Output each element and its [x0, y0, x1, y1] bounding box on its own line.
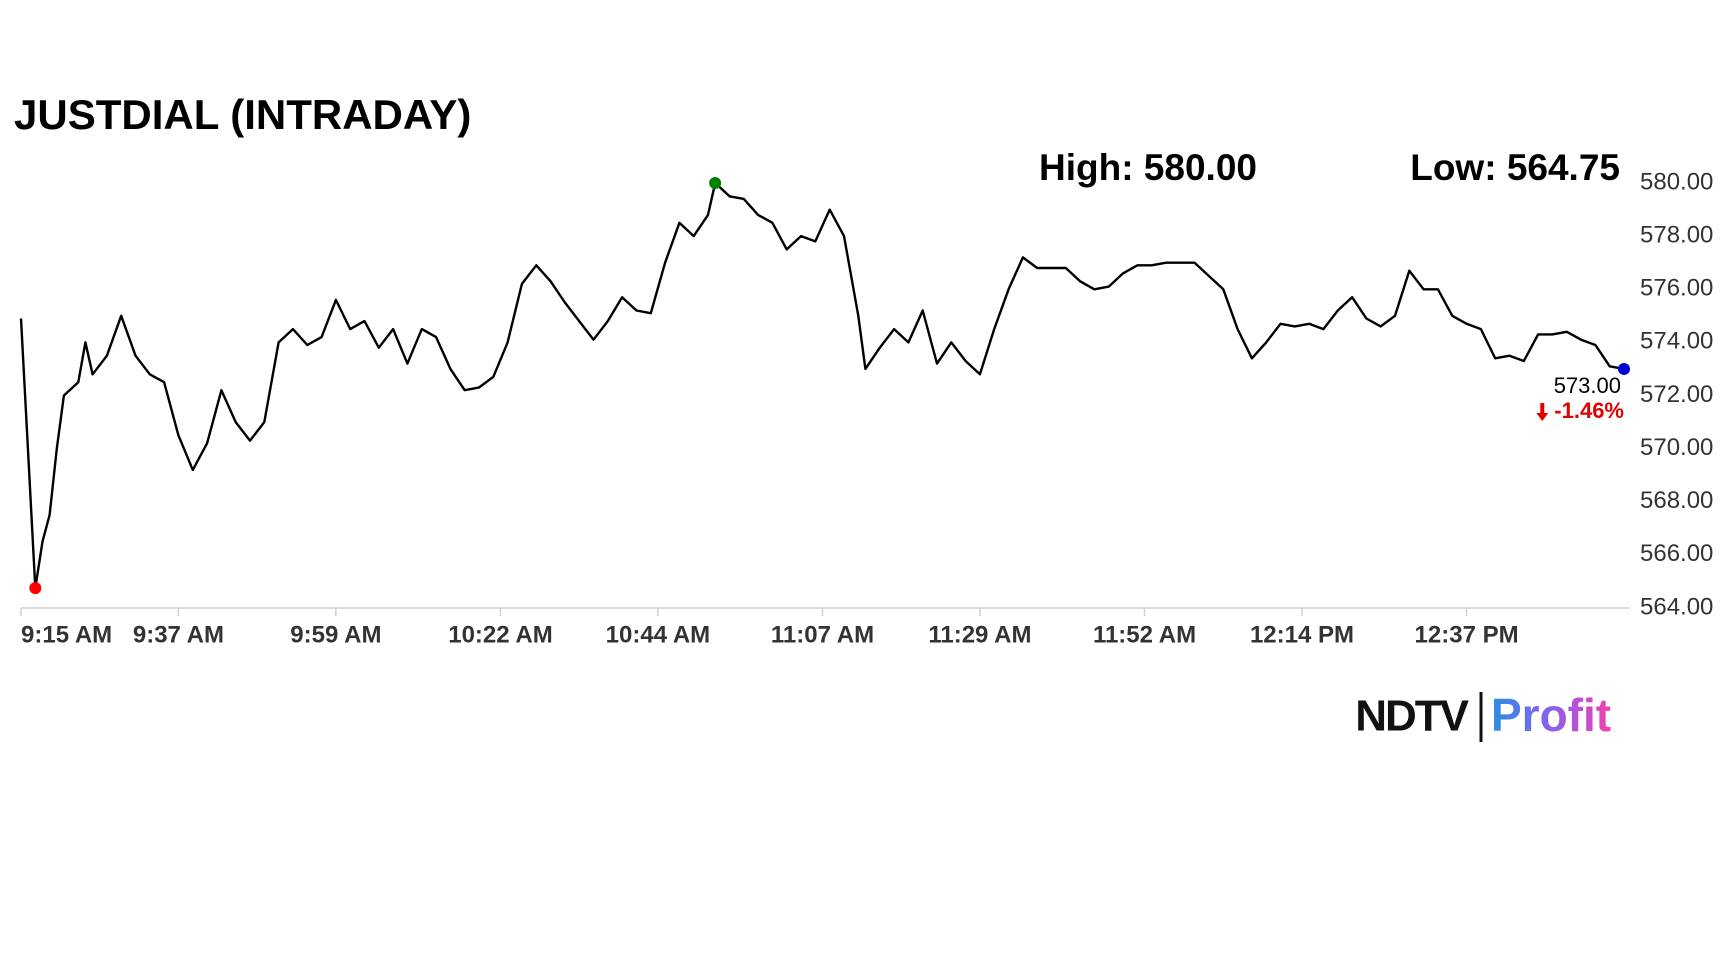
change-arrow: [1536, 402, 1549, 421]
y-tick-label: 576.00: [1640, 275, 1713, 302]
last-value-label: 573.00: [1554, 373, 1621, 398]
y-tick-label: 566.00: [1640, 540, 1713, 567]
low-dot: [29, 582, 42, 595]
high-dot: [709, 177, 722, 189]
last-dot: [1618, 362, 1630, 375]
price-line: [19, 181, 1625, 590]
change-label: -1.46%: [1554, 398, 1624, 423]
y-tick-label: 578.00: [1640, 221, 1713, 248]
y-tick-label: 570.00: [1640, 434, 1713, 461]
y-tick-label: 580.00: [1640, 168, 1713, 195]
high-label: High: 580.00: [1039, 147, 1257, 188]
y-tick-label: 572.00: [1640, 381, 1713, 408]
logo-profit: Profit: [1491, 689, 1611, 741]
chart-title: JUSTDIAL (INTRADAY): [14, 91, 471, 138]
x-tick-label: 10:22 AM: [448, 621, 552, 648]
y-tick-label: 564.00: [1640, 593, 1713, 620]
x-tick-label: 9:37 AM: [133, 621, 224, 648]
x-tick-label: 9:59 AM: [290, 621, 381, 648]
x-tick-label: 11:07 AM: [771, 621, 874, 648]
x-tick-label: 11:29 AM: [928, 621, 1031, 648]
x-tick-label: 10:44 AM: [606, 621, 710, 648]
x-tick-label: 9:15 AM: [21, 621, 112, 648]
y-tick-label: 574.00: [1640, 328, 1713, 355]
x-tick-label: 12:37 PM: [1415, 621, 1519, 648]
y-tick-label: 568.00: [1640, 487, 1713, 514]
low-label: Low: 564.75: [1410, 147, 1620, 188]
x-tick-label: 11:52 AM: [1093, 621, 1196, 648]
logo-ndtv: NDTV: [1355, 692, 1469, 741]
x-tick-label: 12:14 PM: [1250, 621, 1354, 648]
